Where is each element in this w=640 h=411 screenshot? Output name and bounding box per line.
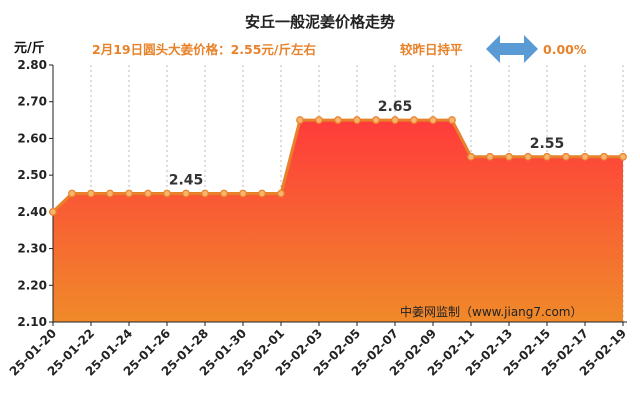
data-point	[125, 189, 133, 198]
data-label: 2.45	[169, 173, 204, 189]
data-label: 2.65	[378, 99, 413, 115]
data-point	[600, 152, 608, 161]
data-point	[182, 189, 190, 198]
y-tick-label: 2.80	[17, 58, 47, 72]
change-note: 较昨日持平	[400, 42, 463, 57]
data-point	[258, 189, 266, 198]
data-point	[201, 189, 209, 198]
x-axis-ticks: 25-01-2025-01-2225-01-2425-01-2625-01-28…	[7, 322, 629, 379]
chart-title: 安丘一般泥姜价格走势	[245, 13, 395, 31]
data-point	[239, 189, 247, 198]
data-point	[524, 152, 532, 161]
data-point	[220, 189, 228, 198]
data-points	[49, 116, 627, 216]
data-label: 2.55	[530, 136, 565, 152]
area-fill	[53, 120, 623, 322]
data-point	[163, 189, 171, 198]
y-tick-label: 2.40	[17, 205, 47, 219]
y-tick-label: 2.30	[17, 242, 47, 256]
data-point	[277, 189, 285, 198]
data-point	[68, 189, 76, 198]
data-point	[562, 152, 570, 161]
data-point	[296, 116, 304, 124]
change-percent: 0.00%	[543, 42, 587, 57]
y-tick-label: 2.10	[17, 315, 47, 329]
chart-axes	[52, 65, 627, 323]
data-point	[106, 189, 114, 198]
y-axis-unit: 元/斤	[14, 40, 45, 56]
data-point	[619, 152, 627, 161]
data-point	[144, 189, 152, 198]
data-point	[410, 116, 418, 124]
y-axis-ticks: 2.10 2.20 2.30 2.40 2.50 2.60 2.70 2.80	[17, 58, 53, 329]
y-tick-label: 2.60	[17, 131, 47, 145]
y-tick-label: 2.20	[17, 278, 47, 292]
data-point	[467, 152, 475, 161]
data-point	[505, 152, 513, 161]
data-point	[543, 152, 551, 161]
double-arrow-icon	[486, 35, 538, 63]
data-point	[581, 152, 589, 161]
data-point	[486, 152, 494, 161]
data-point	[49, 207, 57, 216]
data-point	[353, 116, 361, 124]
data-labels: 2.45 2.65 2.55	[169, 99, 565, 188]
data-point	[429, 116, 437, 124]
data-point	[334, 116, 342, 124]
data-point	[372, 116, 380, 124]
price-note: 2月19日圆头大姜价格：2.55元/斤左右	[92, 42, 316, 57]
data-point	[391, 116, 399, 124]
data-point	[315, 116, 323, 124]
watermark: 中姜网监制（www.jiang7.com）	[400, 304, 582, 319]
y-tick-label: 2.70	[17, 95, 47, 109]
y-tick-label: 2.50	[17, 168, 47, 182]
data-point	[87, 189, 95, 198]
data-point	[448, 116, 456, 124]
